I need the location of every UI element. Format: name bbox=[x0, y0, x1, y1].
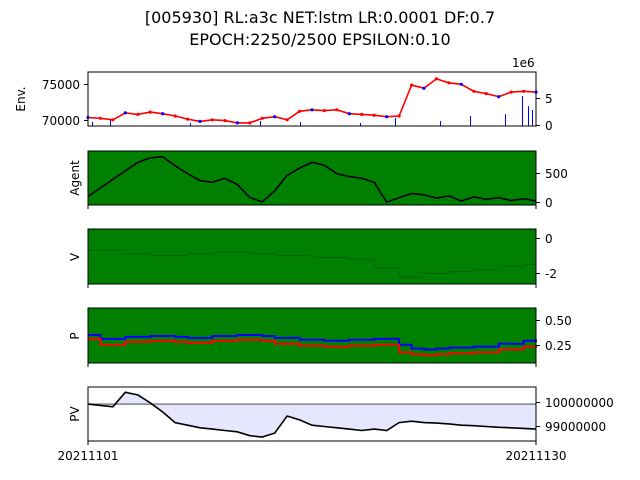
env-y2tick-label-0: 0 bbox=[545, 119, 553, 133]
env-trade-markers bbox=[86, 77, 538, 125]
env-volume-bar bbox=[528, 106, 529, 126]
v-ytick-label-minus2: -2 bbox=[545, 267, 557, 281]
env-trade-marker bbox=[248, 121, 252, 125]
env-trade-marker bbox=[223, 119, 227, 123]
pv-ytick-label-99000000: 99000000 bbox=[545, 420, 606, 434]
pv-fill-area bbox=[88, 392, 536, 437]
env-volume-bar bbox=[440, 121, 441, 126]
env-volume-bar bbox=[300, 122, 301, 126]
env-trade-marker bbox=[322, 109, 326, 113]
v-ytick-label-0: 0 bbox=[545, 232, 553, 246]
env-trade-marker bbox=[422, 86, 426, 90]
v-line bbox=[88, 249, 536, 278]
p-panel: 0.50 0.25 P bbox=[68, 307, 572, 367]
env-trade-marker bbox=[198, 119, 202, 123]
pv-ylabel: PV bbox=[68, 405, 82, 421]
env-trade-marker bbox=[509, 90, 513, 94]
pv-frame bbox=[87, 386, 537, 442]
pv-xtick-label-start: 20211101 bbox=[57, 449, 118, 463]
env-trade-marker bbox=[360, 112, 364, 116]
agent-ytick-label-500: 500 bbox=[545, 167, 568, 181]
env-trade-marker bbox=[310, 108, 314, 112]
pv-xtick-label-end: 20211130 bbox=[505, 449, 566, 463]
env-trade-marker bbox=[484, 92, 488, 96]
env-trade-marker bbox=[285, 118, 289, 122]
env-trade-marker bbox=[410, 83, 414, 87]
env-volume-bar bbox=[532, 110, 533, 126]
env-trade-marker bbox=[260, 116, 264, 120]
env-trade-marker bbox=[235, 121, 239, 125]
agent-ylabel: Agent bbox=[68, 160, 82, 196]
agent-ytick-label-0: 0 bbox=[545, 196, 553, 210]
env-trade-marker bbox=[161, 112, 165, 116]
env-trade-marker bbox=[123, 111, 127, 115]
env-plot-area bbox=[88, 72, 536, 126]
env-trade-marker bbox=[385, 115, 389, 119]
env-trade-marker bbox=[447, 81, 451, 85]
p-lower-line bbox=[88, 337, 537, 357]
env-y2-offset-label: 1e6 bbox=[512, 56, 535, 70]
env-volume-bar bbox=[522, 96, 523, 126]
pv-panel: 100000000 99000000 20211101 20211130 PV bbox=[57, 386, 614, 463]
env-volume-bar bbox=[395, 118, 396, 126]
chart-title-line-2: EPOCH:2250/2500 EPSILON:0.10 bbox=[189, 30, 451, 49]
v-frame bbox=[87, 228, 537, 285]
env-trade-marker bbox=[397, 114, 401, 118]
p-ylabel: P bbox=[68, 332, 82, 339]
env-trade-marker bbox=[98, 116, 102, 120]
env-trade-marker bbox=[459, 82, 463, 86]
agent-plot-area bbox=[88, 151, 536, 205]
env-trade-marker bbox=[136, 112, 140, 116]
agent-frame bbox=[87, 150, 537, 206]
env-trade-marker bbox=[148, 110, 152, 114]
agent-line bbox=[87, 155, 537, 204]
env-volume-bar bbox=[190, 123, 191, 126]
env-trade-marker bbox=[372, 113, 376, 117]
v-panel: 0 -2 V bbox=[68, 228, 557, 288]
env-volume-bar bbox=[260, 121, 261, 126]
env-panel: 75000 70000 5 0 1e6 Env. bbox=[14, 56, 553, 133]
env-trade-marker bbox=[298, 109, 302, 113]
env-volume-bar bbox=[110, 120, 111, 126]
p-frame bbox=[87, 307, 537, 364]
env-trade-marker bbox=[210, 118, 214, 122]
env-trade-marker bbox=[173, 114, 177, 118]
pv-ytick-label-100000000: 100000000 bbox=[545, 396, 614, 410]
agent-panel: 500 0 Agent bbox=[68, 150, 568, 210]
p-ytick-label-025: 0.25 bbox=[545, 339, 572, 353]
env-ytick-label-75000: 75000 bbox=[42, 78, 80, 92]
env-ytick-label-70000: 70000 bbox=[42, 114, 80, 128]
p-upper-line bbox=[88, 334, 537, 351]
env-trade-marker bbox=[497, 95, 501, 99]
env-y2tick-label-5: 5 bbox=[545, 92, 553, 106]
env-trade-marker bbox=[434, 77, 438, 81]
chart-title-line-1: [005930] RL:a3c NET:lstm LR:0.0001 DF:0.… bbox=[144, 8, 496, 27]
env-trade-marker bbox=[472, 89, 476, 93]
env-volume-bar bbox=[360, 123, 361, 126]
env-ylabel: Env. bbox=[14, 86, 28, 111]
env-trade-marker bbox=[273, 115, 277, 119]
env-volume-bar bbox=[92, 122, 93, 126]
env-volume-bars bbox=[92, 96, 533, 126]
env-trade-marker bbox=[347, 112, 351, 116]
v-ylabel: V bbox=[68, 252, 82, 261]
env-trade-marker bbox=[522, 89, 526, 93]
env-trade-marker bbox=[186, 117, 190, 121]
pv-line bbox=[87, 391, 537, 438]
env-trade-marker bbox=[111, 118, 115, 122]
env-trade-marker bbox=[335, 108, 339, 112]
p-ytick-label-050: 0.50 bbox=[545, 314, 572, 328]
env-volume-bar bbox=[470, 116, 471, 126]
env-volume-bar bbox=[505, 114, 506, 126]
